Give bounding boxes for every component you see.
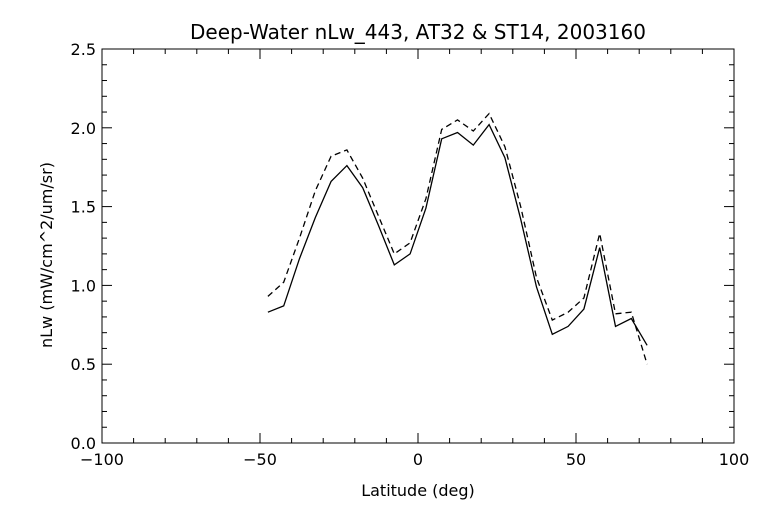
y-tick-label: 0.5 <box>71 355 96 374</box>
series-group <box>267 112 648 365</box>
x-axis-label: Latitude (deg) <box>361 481 475 500</box>
x-axis-ticks: −100 −50 0 50 100 <box>80 49 749 469</box>
y-tick-label: 1.0 <box>71 276 96 295</box>
y-tick-label: 0.0 <box>71 434 96 453</box>
x-tick-label: −100 <box>80 450 124 469</box>
series-line-dashed <box>267 112 648 365</box>
series-line-solid <box>267 123 648 346</box>
y-tick-label: 1.5 <box>71 198 96 217</box>
y-tick-label: 2.5 <box>71 40 96 59</box>
x-tick-label: 100 <box>719 450 750 469</box>
plot-border <box>101 48 735 444</box>
y-axis-ticks: 0.0 0.5 1.0 1.5 2.0 2.5 <box>71 40 734 453</box>
chart-title: Deep-Water nLw_443, AT32 & ST14, 2003160 <box>190 20 646 44</box>
y-tick-label: 2.0 <box>71 119 96 138</box>
y-axis-label: nLw (mW/cm^2/um/sr) <box>37 162 56 348</box>
plot-frame <box>101 48 735 444</box>
x-tick-label: 0 <box>413 450 423 469</box>
x-tick-label: −50 <box>243 450 277 469</box>
x-tick-label: 50 <box>566 450 586 469</box>
